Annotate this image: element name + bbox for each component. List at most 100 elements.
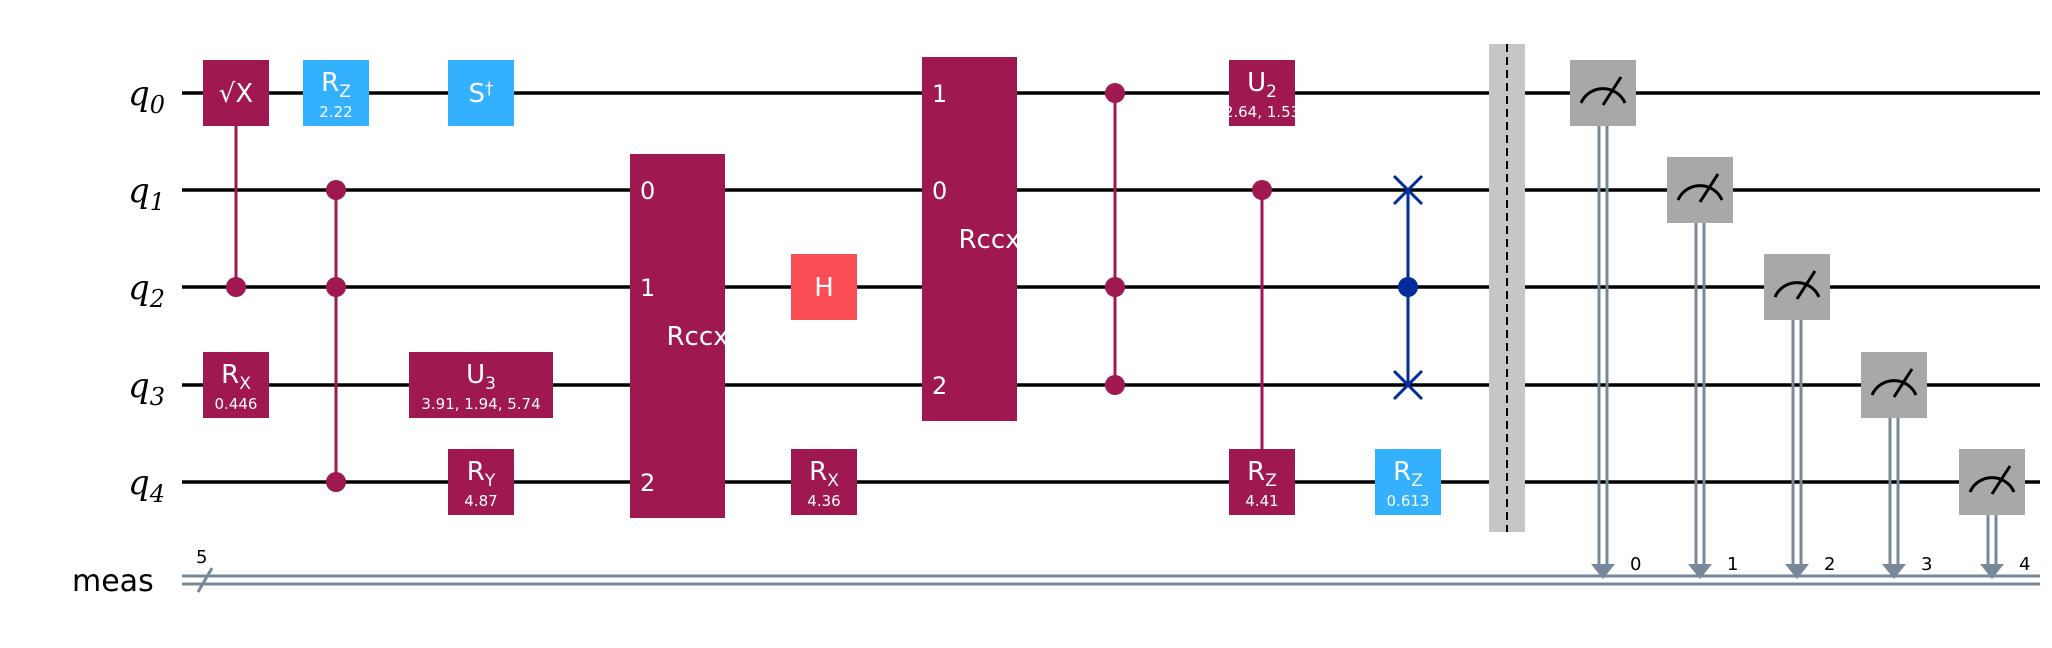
meter-needle-icon — [1698, 173, 1720, 203]
arrow-down-icon — [1980, 564, 2004, 579]
sdg-gate: S† — [448, 60, 514, 126]
qubit-label-1: q1 — [128, 171, 165, 216]
gate-box — [448, 449, 514, 515]
gate-label-main: H — [814, 273, 834, 303]
gate-label-main: R — [1393, 457, 1411, 487]
gate-label-main: R — [467, 457, 485, 487]
qubit-label-3: q3 — [128, 366, 165, 411]
gate-label-main: R — [809, 457, 827, 487]
gate-box — [791, 254, 857, 320]
rccx-gate-1: Rccx 0 1 2 — [630, 154, 729, 518]
gate-label-sub: Z — [1265, 471, 1277, 491]
gate-label-sub: Z — [1411, 471, 1423, 491]
swap-cross-icon — [1392, 369, 1424, 401]
qubit-label-base: q — [128, 366, 150, 406]
control-dot — [326, 472, 346, 492]
qubit-label-index: 3 — [150, 383, 165, 411]
meter-needle-icon — [1990, 465, 2012, 495]
gate-parameter: 4.87 — [464, 492, 497, 510]
gate-label: U2 — [1247, 68, 1277, 102]
gate-parameter: 4.41 — [1245, 492, 1278, 510]
meter-needle-icon — [1892, 368, 1914, 398]
control-dot — [1105, 83, 1125, 103]
gate-label: S† — [468, 79, 494, 109]
rccx-gate-2: Rccx 1 0 2 — [922, 57, 1021, 421]
gate-label: H — [814, 273, 834, 303]
gate-label-sup: † — [485, 79, 494, 99]
gate-box — [203, 60, 269, 126]
gate-parameter: 2.22 — [319, 103, 352, 121]
rz-gate-q4: RZ0.613 — [1375, 449, 1441, 515]
qubit-label-base: q — [128, 74, 150, 114]
qubit-label-0: q0 — [128, 74, 165, 119]
control-dot — [226, 277, 246, 297]
arrow-down-icon — [1591, 564, 1615, 579]
arrow-down-icon — [1688, 564, 1712, 579]
meter-needle-icon — [1601, 76, 1623, 106]
measure-gate-2: 2 — [1764, 254, 1835, 579]
gate-label-sub: Z — [339, 82, 351, 102]
classical-bit-label: 3 — [1921, 554, 1932, 575]
measure-gate-0: 0 — [1570, 60, 1641, 579]
qubit-label-base: q — [128, 268, 150, 308]
swap-cross-icon — [1392, 174, 1424, 206]
barrier — [1489, 44, 1525, 532]
gate-box — [448, 60, 514, 126]
gate-parameter: 0.613 — [1387, 492, 1430, 510]
port-label: 2 — [932, 372, 947, 400]
measure-gate-4: 4 — [1959, 449, 2030, 579]
classical-bus-slash — [196, 567, 214, 593]
arrow-down-icon — [1882, 564, 1906, 579]
meter-arc-icon — [1676, 184, 1724, 201]
measure-layer: 0 1 2 3 4 — [1489, 44, 2030, 579]
meter-arc-icon — [1773, 281, 1821, 298]
gate-box — [1764, 254, 1830, 320]
gate-label-main: √X — [219, 79, 253, 109]
qubit-label-index: 0 — [150, 91, 165, 119]
gate-parameter: 3.91, 1.94, 5.74 — [421, 395, 540, 413]
crz-target: RZ4.41 — [1229, 449, 1295, 515]
gate-parameter: 4.36 — [807, 492, 840, 510]
qubit-label-2: q2 — [128, 268, 165, 313]
rz-gate-q0: RZ2.22 — [303, 60, 369, 126]
classical-register-size: 5 — [196, 547, 207, 568]
gate-label-main: R — [221, 360, 239, 390]
rx-gate-q4: RX4.36 — [791, 449, 857, 515]
gate-label-sub: X — [827, 471, 839, 491]
control-dot — [326, 180, 346, 200]
gate-label-main: U — [466, 360, 485, 390]
meter-arc-icon — [1968, 476, 2016, 493]
gate-label: RY — [467, 457, 496, 491]
gate-box — [1229, 449, 1295, 515]
meter-needle-icon — [1795, 270, 1817, 300]
gate-label-sub: 2 — [1266, 82, 1277, 102]
gate-label-sub: Y — [484, 471, 496, 491]
meter-arc-icon — [1579, 87, 1627, 104]
qubit-label-4: q4 — [128, 463, 165, 508]
port-label: 2 — [640, 469, 655, 497]
gate-box — [791, 449, 857, 515]
port-label: 0 — [932, 177, 947, 205]
sx-gate: √X — [203, 60, 269, 126]
qubit-label-index: 1 — [150, 188, 165, 216]
gate-label: √X — [219, 79, 253, 109]
classical-bit-label: 0 — [1630, 554, 1641, 575]
ry-gate: RY4.87 — [448, 449, 514, 515]
wire-layer — [182, 91, 2040, 593]
gate-label: Rccx — [666, 322, 728, 352]
gate-label: RX — [221, 360, 251, 394]
h-gate: H — [791, 254, 857, 320]
gate-box — [1570, 60, 1636, 126]
gate-box — [1959, 449, 2025, 515]
qubit-label-index: 2 — [149, 285, 165, 313]
connector-layer — [226, 83, 1424, 492]
control-dot — [1252, 180, 1272, 200]
classical-bit-label: 2 — [1824, 554, 1835, 575]
gate-label: RZ — [321, 68, 351, 102]
gate-box — [1375, 449, 1441, 515]
arrow-down-icon — [1785, 564, 1809, 579]
gate-label: U3 — [466, 360, 496, 394]
gate-label-main: S — [468, 79, 485, 109]
